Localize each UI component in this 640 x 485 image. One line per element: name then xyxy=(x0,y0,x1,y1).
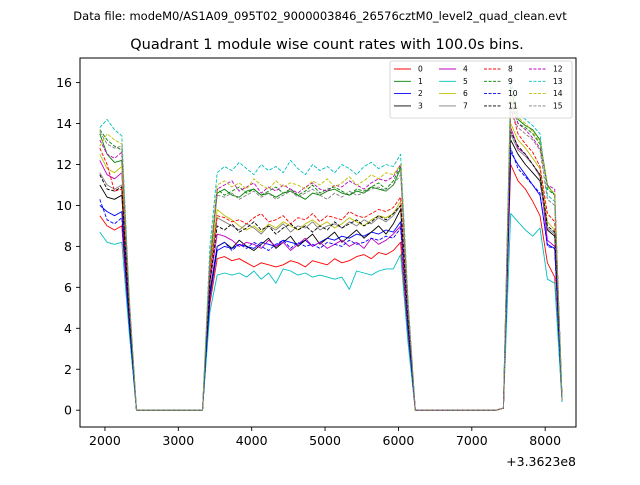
legend-label-13: 13 xyxy=(553,77,563,86)
y-axis: 0 2 4 6 8 10 12 14 16 xyxy=(56,75,80,418)
series-line-14 xyxy=(99,92,563,411)
chart-title: Quadrant 1 module wise count rates with … xyxy=(130,37,524,53)
x-tick-label: 3000 xyxy=(162,433,194,448)
x-tick-label: 8000 xyxy=(529,433,561,448)
series-line-6 xyxy=(99,123,563,411)
y-tick-label: 16 xyxy=(56,75,72,90)
series-line-2 xyxy=(99,151,563,411)
chart-suptitle: Data file: modeM0/AS1A09_095T02_90000038… xyxy=(73,9,567,23)
x-tick-label: 7000 xyxy=(456,433,488,448)
y-tick-label: 8 xyxy=(64,239,72,254)
series-line-9 xyxy=(99,98,563,411)
legend-label-7: 7 xyxy=(463,101,468,110)
series-line-13 xyxy=(99,78,563,411)
series-line-3 xyxy=(99,139,563,411)
legend-label-0: 0 xyxy=(418,65,423,74)
legend-label-6: 6 xyxy=(463,89,468,98)
x-tick-label: 6000 xyxy=(383,433,415,448)
x-tick-label: 2000 xyxy=(89,433,121,448)
legend-label-5: 5 xyxy=(463,77,468,86)
legend-label-4: 4 xyxy=(463,65,468,74)
legend-label-9: 9 xyxy=(508,77,513,86)
legend-frame xyxy=(389,60,573,119)
x-axis: 2000 3000 4000 5000 6000 7000 8000 xyxy=(89,427,561,448)
legend-label-1: 1 xyxy=(418,77,423,86)
series-line-1 xyxy=(99,86,563,411)
series-line-15 xyxy=(99,110,563,411)
y-tick-label: 6 xyxy=(64,280,72,295)
y-tick-label: 4 xyxy=(64,321,72,336)
y-tick-label: 12 xyxy=(56,157,72,172)
y-tick-label: 14 xyxy=(56,116,72,131)
legend-label-14: 14 xyxy=(553,89,563,98)
series-line-10 xyxy=(99,147,563,411)
y-tick-label: 10 xyxy=(56,198,72,213)
series-line-11 xyxy=(99,131,563,411)
legend-label-2: 2 xyxy=(418,89,423,98)
y-tick-label: 2 xyxy=(64,362,72,377)
legend-label-11: 11 xyxy=(508,101,518,110)
y-tick-label: 0 xyxy=(64,403,72,418)
x-offset-label: +3.3623e8 xyxy=(506,454,576,469)
series-line-8 xyxy=(99,106,563,411)
legend-label-10: 10 xyxy=(508,89,518,98)
legend-label-15: 15 xyxy=(553,101,563,110)
axes-frame xyxy=(79,57,577,428)
series-line-12 xyxy=(99,102,563,411)
plot-lines xyxy=(99,78,563,411)
x-tick-label: 5000 xyxy=(309,433,341,448)
series-line-0 xyxy=(99,164,563,411)
series-line-7 xyxy=(99,133,563,411)
legend-label-8: 8 xyxy=(508,65,513,74)
x-tick-label: 4000 xyxy=(236,433,268,448)
legend-label-3: 3 xyxy=(418,101,423,110)
legend-label-12: 12 xyxy=(553,65,563,74)
